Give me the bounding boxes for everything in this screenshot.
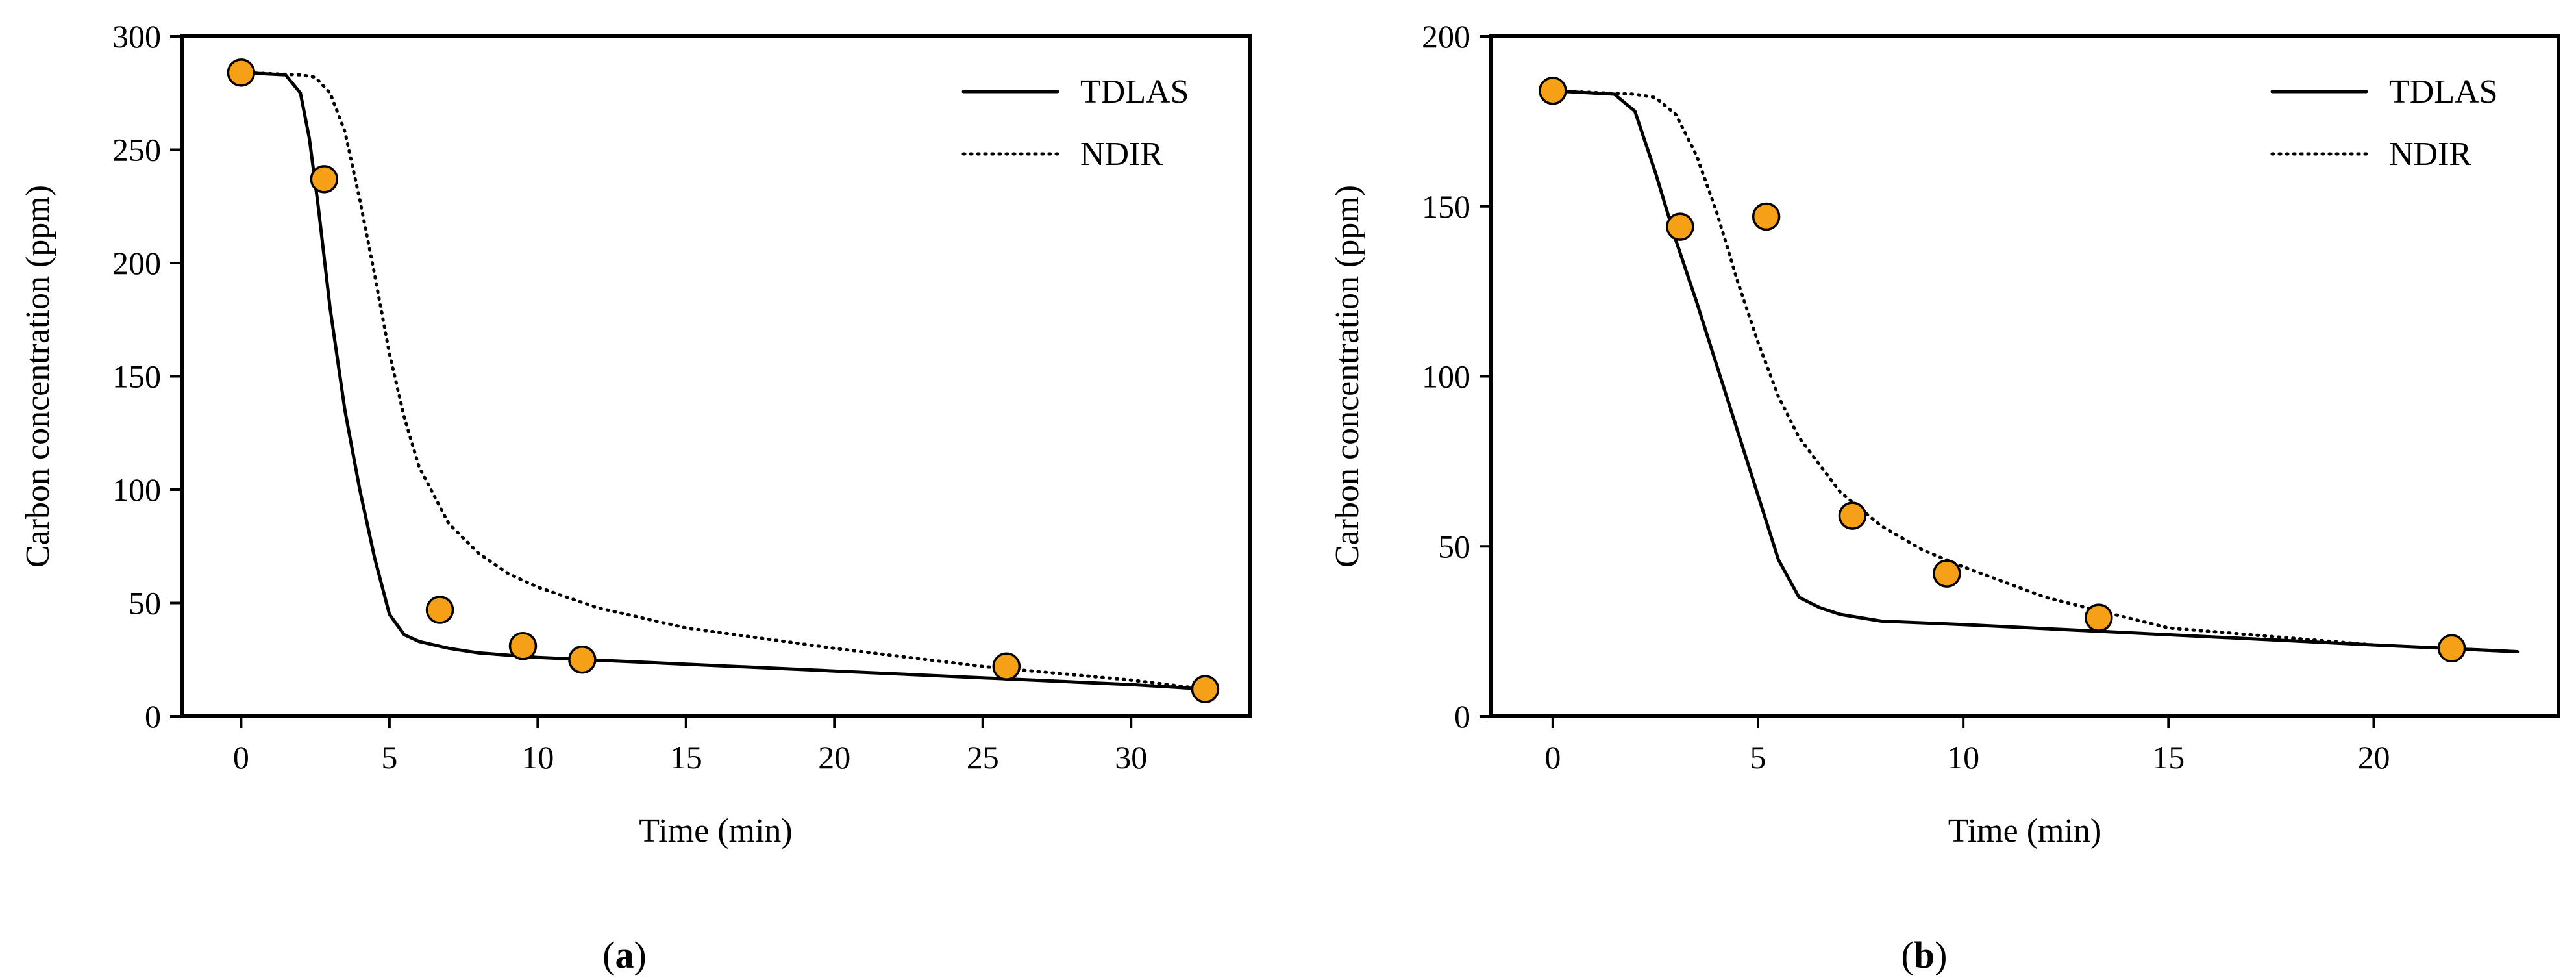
reference-data-point — [508, 632, 538, 660]
reference-data-point — [1752, 202, 1781, 231]
x-axis-label: Time (min) — [1948, 812, 2101, 849]
legend-label-tdlas: TDLAS — [1080, 73, 1189, 110]
y-tick-label: 0 — [1454, 698, 1470, 735]
y-tick-label: 300 — [112, 18, 161, 55]
reference-data-point — [1539, 77, 1567, 105]
y-tick-label: 50 — [1438, 528, 1470, 564]
reference-data-point — [310, 165, 339, 194]
x-tick-label: 25 — [967, 739, 999, 775]
x-tick-label: 20 — [818, 739, 850, 775]
reference-data-point — [1666, 212, 1694, 241]
reference-data-point — [568, 646, 597, 674]
x-tick-label: 5 — [381, 739, 397, 775]
x-tick-label: 0 — [1544, 739, 1561, 775]
x-tick-label: 10 — [1947, 739, 1979, 775]
legend-label-ndir: NDIR — [1080, 136, 1163, 173]
y-tick-label: 100 — [1422, 358, 1470, 395]
y-tick-label: 250 — [112, 132, 161, 168]
reference-data-point — [2437, 634, 2466, 663]
panel-label-letter: b — [1914, 934, 1935, 976]
reference-data-point — [1838, 501, 1867, 530]
panel-label-open-paren: ( — [1901, 934, 1914, 976]
y-tick-label: 150 — [112, 358, 161, 395]
reference-data-point — [425, 596, 454, 624]
x-tick-label: 30 — [1115, 739, 1147, 775]
panel-label-b: (b) — [1901, 934, 1948, 976]
legend-label-ndir: NDIR — [2389, 136, 2471, 173]
panel-label-close-paren: ) — [634, 934, 647, 976]
legend: TDLAS NDIR — [961, 73, 1189, 173]
series-line-ndir — [1551, 89, 2520, 653]
reference-data-point — [992, 652, 1021, 681]
x-tick-label: 0 — [233, 739, 249, 775]
panel-label-close-paren: ) — [1935, 934, 1947, 976]
y-tick-label: 150 — [1422, 188, 1470, 225]
legend: TDLAS NDIR — [2270, 73, 2498, 173]
series-line-ndir — [239, 71, 1207, 691]
reference-data-point — [2085, 603, 2113, 632]
series-line-tdlas — [239, 71, 1207, 691]
x-tick-label: 15 — [670, 739, 702, 775]
series-line-tdlas — [1551, 89, 2520, 653]
reference-data-point — [227, 58, 256, 87]
y-tick-label: 50 — [129, 585, 161, 622]
y-tick-label: 200 — [1422, 18, 1470, 55]
x-tick-label: 10 — [521, 739, 554, 775]
x-tick-label: 20 — [2357, 739, 2390, 775]
reference-data-point — [1933, 559, 1961, 588]
reference-data-point — [1191, 675, 1220, 703]
x-tick-label: 5 — [1750, 739, 1766, 775]
y-tick-label: 200 — [112, 245, 161, 281]
panel-label-letter: a — [615, 934, 634, 976]
y-axis-label: Carbon concentration (ppm) — [19, 185, 56, 568]
y-axis-label: Carbon concentration (ppm) — [1329, 185, 1366, 568]
y-tick-label: 0 — [145, 698, 161, 735]
panel-label-a: (a) — [602, 934, 647, 976]
x-tick-label: 15 — [2152, 739, 2185, 775]
y-tick-label: 100 — [112, 471, 161, 508]
legend-label-tdlas: TDLAS — [2389, 73, 2498, 110]
x-axis-label: Time (min) — [639, 812, 792, 849]
panel-label-open-paren: ( — [602, 934, 615, 976]
